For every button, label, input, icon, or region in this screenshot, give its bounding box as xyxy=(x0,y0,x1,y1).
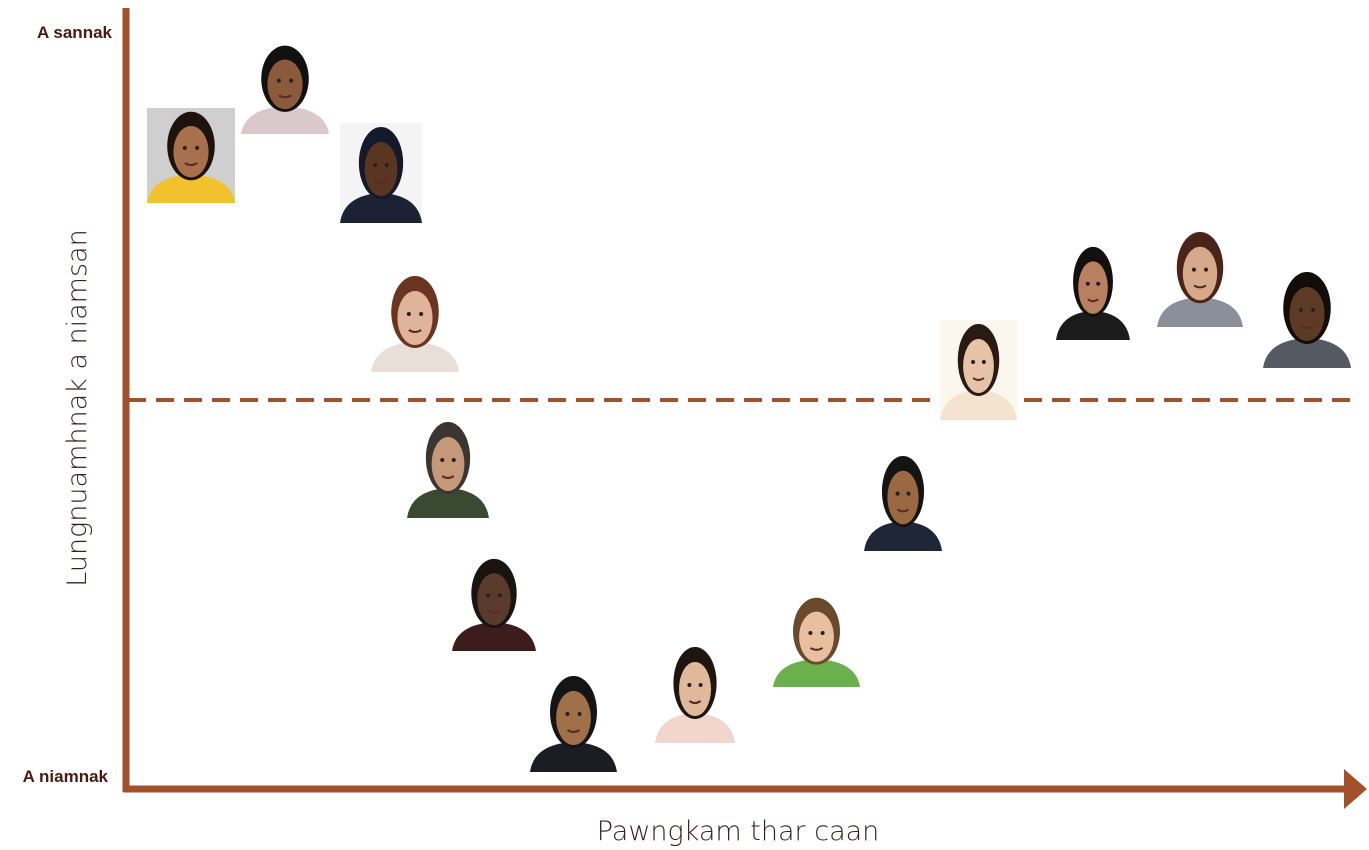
eye xyxy=(896,492,900,496)
eye xyxy=(498,593,502,597)
face-photo xyxy=(407,418,489,518)
x-axis-title: Pawngkam thar caan xyxy=(597,816,880,847)
eye xyxy=(1086,282,1090,286)
face xyxy=(173,126,208,177)
face-photo xyxy=(655,643,735,743)
eye xyxy=(821,631,825,635)
eye xyxy=(1204,268,1208,272)
face xyxy=(799,612,834,662)
face xyxy=(1183,247,1217,300)
eye xyxy=(277,79,281,83)
eye xyxy=(578,712,582,716)
face xyxy=(267,59,302,109)
face xyxy=(1289,287,1324,341)
y-bottom-label: A niamnak xyxy=(23,767,109,786)
eye xyxy=(452,458,456,462)
x-axis-arrow xyxy=(1344,769,1367,809)
face xyxy=(365,142,398,196)
page: A sannak A niamnak Lungnuamhnak a niamsa… xyxy=(0,0,1369,850)
face-photo xyxy=(1263,268,1351,368)
eye xyxy=(486,593,490,597)
eye xyxy=(183,146,187,150)
eye xyxy=(419,312,423,316)
face-photo xyxy=(147,108,235,203)
eye xyxy=(1311,308,1315,312)
eye xyxy=(407,312,411,316)
faces xyxy=(147,42,1351,772)
face xyxy=(679,662,711,716)
face xyxy=(397,291,432,345)
eye xyxy=(373,163,377,167)
face-photo xyxy=(530,672,617,772)
eye xyxy=(565,712,569,716)
face-photo xyxy=(1056,243,1130,340)
eye xyxy=(906,492,910,496)
face-photo xyxy=(773,594,860,687)
face-photo xyxy=(241,42,329,134)
eye xyxy=(982,360,986,364)
eye xyxy=(699,683,703,687)
eye xyxy=(687,683,691,687)
eye xyxy=(440,458,444,462)
y-axis-title: Lungnuamhnak a niamsan xyxy=(62,229,93,586)
face-photo xyxy=(371,272,459,372)
eye xyxy=(385,163,389,167)
face-photo xyxy=(340,123,422,223)
diagram: A sannak A niamnak Lungnuamhnak a niamsa… xyxy=(0,0,1369,850)
eye xyxy=(195,146,199,150)
face-photo xyxy=(1157,228,1243,327)
eye xyxy=(1192,268,1196,272)
face xyxy=(963,339,994,393)
eye xyxy=(289,79,293,83)
eye xyxy=(1299,308,1303,312)
face-photo xyxy=(452,555,536,651)
face xyxy=(556,691,591,745)
face-photo xyxy=(940,320,1017,420)
eye xyxy=(971,360,975,364)
face xyxy=(1078,261,1108,313)
face xyxy=(432,437,465,491)
face-photo xyxy=(864,452,942,551)
face xyxy=(477,573,511,625)
y-top-label: A sannak xyxy=(37,23,113,42)
eye xyxy=(1096,282,1100,286)
eye xyxy=(808,631,812,635)
face xyxy=(887,471,918,524)
